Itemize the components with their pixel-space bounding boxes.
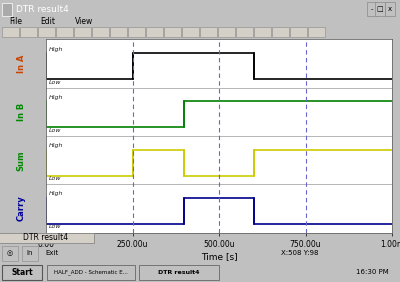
Text: High: High <box>49 47 63 52</box>
Text: File: File <box>10 17 22 26</box>
Text: Sum: Sum <box>16 150 26 171</box>
Bar <box>146 27 163 37</box>
Text: 16:30 PM: 16:30 PM <box>356 269 388 276</box>
Bar <box>2 27 19 37</box>
Bar <box>128 27 145 37</box>
Bar <box>367 2 377 16</box>
Bar <box>272 27 289 37</box>
Text: Edit: Edit <box>40 17 56 26</box>
Bar <box>20 27 37 37</box>
Text: DTR result4: DTR result4 <box>16 5 69 14</box>
FancyBboxPatch shape <box>0 233 94 243</box>
Text: Low: Low <box>49 80 61 85</box>
Text: X:508 Y:98: X:508 Y:98 <box>281 250 319 256</box>
Bar <box>218 27 235 37</box>
Bar <box>375 2 385 16</box>
Text: Low: Low <box>49 224 61 230</box>
Text: High: High <box>49 95 63 100</box>
Bar <box>200 27 217 37</box>
Text: Exit: Exit <box>45 250 59 256</box>
Bar <box>164 27 181 37</box>
Text: In A: In A <box>16 54 26 73</box>
Text: Carry: Carry <box>16 196 26 221</box>
Text: HALF_ADD - Schematic E...: HALF_ADD - Schematic E... <box>54 270 128 275</box>
Bar <box>290 27 307 37</box>
Text: View: View <box>75 17 93 26</box>
Bar <box>92 27 109 37</box>
Bar <box>385 2 395 16</box>
Text: In B: In B <box>16 103 26 121</box>
Text: Low: Low <box>49 128 61 133</box>
Bar <box>182 27 199 37</box>
Text: High: High <box>49 143 63 148</box>
Bar <box>139 265 219 280</box>
X-axis label: Time [s]: Time [s] <box>201 252 237 261</box>
Text: □: □ <box>377 6 383 12</box>
Text: Low: Low <box>49 176 61 181</box>
Bar <box>2 3 12 16</box>
Bar <box>22 246 38 261</box>
Text: In: In <box>27 250 33 256</box>
Text: Start: Start <box>11 268 33 277</box>
Text: DTR result4: DTR result4 <box>24 233 68 242</box>
Text: DTR result4: DTR result4 <box>158 270 200 275</box>
Text: High: High <box>49 191 63 197</box>
Bar <box>236 27 253 37</box>
Bar <box>74 27 91 37</box>
Text: x: x <box>388 6 392 12</box>
Bar <box>38 27 55 37</box>
Bar <box>254 27 271 37</box>
Bar <box>47 265 135 280</box>
Text: ◎: ◎ <box>7 250 13 256</box>
Text: -: - <box>371 6 373 12</box>
Bar <box>308 27 325 37</box>
Bar <box>2 246 18 261</box>
Bar <box>110 27 127 37</box>
Bar <box>2 265 42 280</box>
Bar <box>56 27 73 37</box>
